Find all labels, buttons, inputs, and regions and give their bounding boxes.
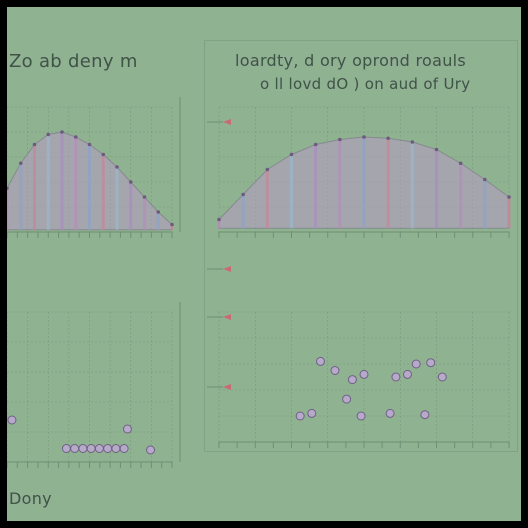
right-bottom-point-0 — [316, 356, 325, 366]
right-bottom-point-5 — [403, 369, 412, 379]
left-top-area-point-11 — [156, 210, 161, 214]
left-bottom-point-0 — [7, 415, 17, 425]
left-bottom-point-4 — [70, 444, 80, 453]
right-top-area-point-3 — [289, 152, 294, 157]
right-top-area-point-12 — [507, 195, 511, 199]
left-top-area-point-3 — [46, 132, 51, 137]
left-bottom-point-3 — [61, 444, 71, 453]
left-top-area-point-8 — [115, 165, 119, 169]
arrow-marker-3 — [223, 384, 231, 390]
left-bottom-point-9 — [111, 444, 121, 453]
left-top-area-point-2 — [32, 142, 37, 147]
arrow-marker-1 — [223, 266, 231, 272]
left-panel-title: Zo ab deny m — [9, 51, 138, 72]
right-top-area-point-9 — [434, 147, 439, 152]
right-top-area-point-8 — [410, 140, 415, 144]
left-bottom-point-10 — [119, 444, 129, 453]
right-bottom-point-3 — [359, 369, 369, 379]
left-panel-footer: Dony — [9, 489, 52, 508]
right-panel-frame — [204, 40, 518, 452]
left-bottom-point-6 — [86, 444, 96, 453]
right-top-area-point-10 — [458, 161, 463, 166]
right-bottom-point-7 — [426, 358, 436, 368]
left-bottom-point-1 — [122, 424, 132, 434]
right-top-area-point-11 — [483, 177, 487, 182]
right-bottom-point-8 — [437, 372, 447, 382]
right-bottom-point-6 — [411, 359, 421, 369]
right-panel-title-line1: loardty, d ory oprond roauls — [235, 51, 467, 70]
chart-canvas: Zo ab deny m loardty, d ory oprond roaul… — [7, 7, 521, 521]
right-top-area-point-5 — [338, 137, 342, 142]
right-panel-title-line2: o ll lovd dO ) on aud of Ury — [260, 75, 471, 93]
right-top-area-point-0 — [217, 217, 221, 222]
right-bottom-point-1 — [330, 366, 340, 375]
right-top-area-point-1 — [241, 192, 245, 197]
right-bottom-point-13 — [385, 408, 395, 418]
left-bottom-point-7 — [94, 444, 104, 453]
left-bottom-point-5 — [78, 444, 88, 453]
right-bottom-point-10 — [295, 411, 305, 421]
right-bottom-point-12 — [356, 411, 366, 421]
left-top-area-point-10 — [142, 195, 147, 199]
right-bottom-point-9 — [342, 394, 352, 404]
left-top-area-point-6 — [87, 142, 92, 147]
left-top-area-point-5 — [73, 135, 78, 139]
right-top-area-point-7 — [386, 136, 390, 141]
right-bottom-point-11 — [307, 408, 317, 418]
right-top-area-point-4 — [313, 142, 318, 147]
right-top-area-point-2 — [265, 167, 270, 172]
left-top-area-point-12 — [170, 222, 174, 227]
left-top-area-point-1 — [18, 161, 23, 166]
left-top-area-point-0 — [7, 186, 9, 191]
left-bottom-point-2 — [146, 445, 156, 455]
arrow-marker-2 — [223, 314, 231, 320]
right-bottom-point-14 — [420, 410, 430, 420]
right-bottom-point-4 — [391, 372, 401, 382]
left-top-area-point-9 — [128, 180, 133, 184]
left-top-area-point-7 — [101, 152, 106, 157]
left-bottom-point-8 — [103, 444, 113, 453]
left-top-area-point-4 — [60, 130, 64, 134]
right-bottom-point-2 — [347, 375, 357, 385]
right-top-area-point-6 — [362, 135, 366, 139]
arrow-marker-0 — [223, 119, 231, 125]
plot-surface — [7, 97, 511, 468]
